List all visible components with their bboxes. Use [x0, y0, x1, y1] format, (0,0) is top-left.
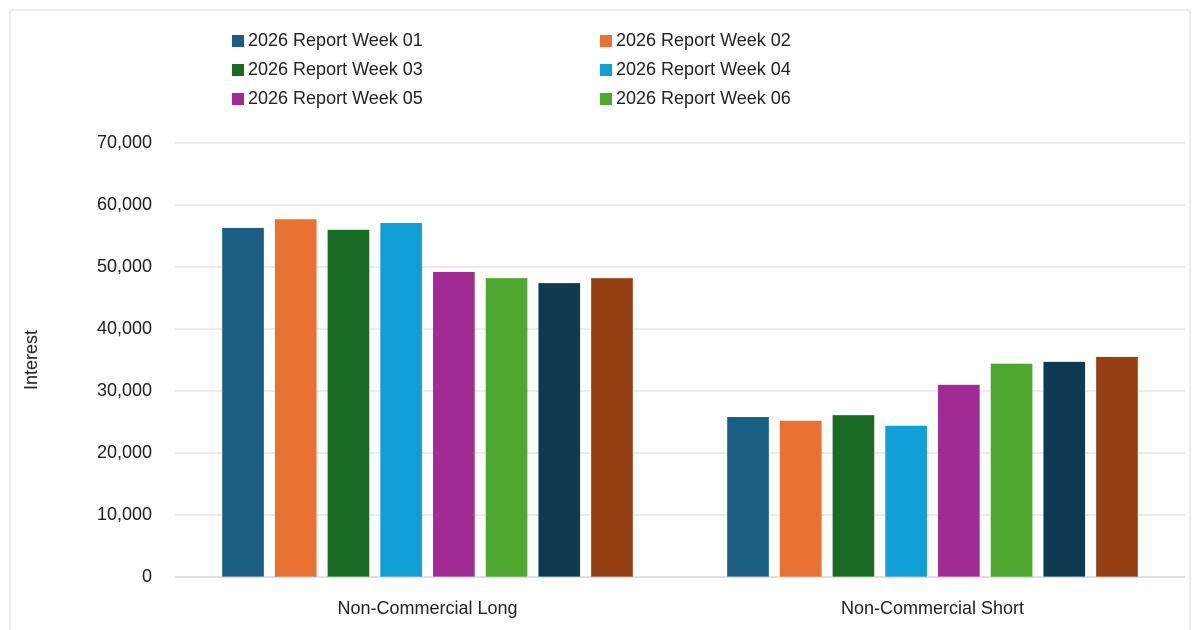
y-tick-label: 0	[142, 566, 152, 586]
legend-label: 2026 Report Week 06	[616, 88, 791, 108]
bar	[727, 417, 769, 577]
legend-label: 2026 Report Week 04	[616, 59, 791, 79]
x-tick-label: Non-Commercial Short	[841, 598, 1024, 618]
bar	[327, 229, 370, 578]
y-axis-title: Interest	[21, 330, 41, 390]
bar	[779, 420, 822, 577]
legend-swatch	[600, 64, 612, 76]
bar	[274, 219, 317, 577]
y-tick-label: 30,000	[97, 380, 152, 400]
bar	[485, 278, 528, 577]
bar	[591, 278, 633, 577]
x-tick-label: Non-Commercial Long	[337, 598, 517, 618]
y-tick-label: 70,000	[97, 132, 152, 152]
legend-swatch	[232, 93, 244, 105]
legend-label: 2026 Report Week 01	[248, 30, 423, 50]
y-tick-label: 40,000	[97, 318, 152, 338]
legend-label: 2026 Report Week 03	[248, 59, 423, 79]
bar	[380, 222, 422, 578]
legend-label: 2026 Report Week 05	[248, 88, 423, 108]
bar	[1043, 361, 1086, 577]
legend-swatch	[232, 64, 244, 76]
y-tick-label: 20,000	[97, 442, 152, 462]
bar	[433, 271, 475, 577]
bar	[1096, 356, 1138, 577]
bar	[938, 384, 980, 577]
bar	[538, 283, 581, 577]
legend-swatch	[232, 35, 244, 47]
legend-swatch	[600, 35, 612, 47]
bar	[990, 363, 1033, 577]
y-tick-label: 50,000	[97, 256, 152, 276]
bar	[885, 425, 927, 577]
legend-label: 2026 Report Week 02	[616, 30, 791, 50]
legend-swatch	[600, 93, 612, 105]
y-tick-label: 10,000	[97, 504, 152, 524]
bar	[222, 227, 264, 577]
y-tick-label: 60,000	[97, 194, 152, 214]
bar	[832, 415, 875, 577]
